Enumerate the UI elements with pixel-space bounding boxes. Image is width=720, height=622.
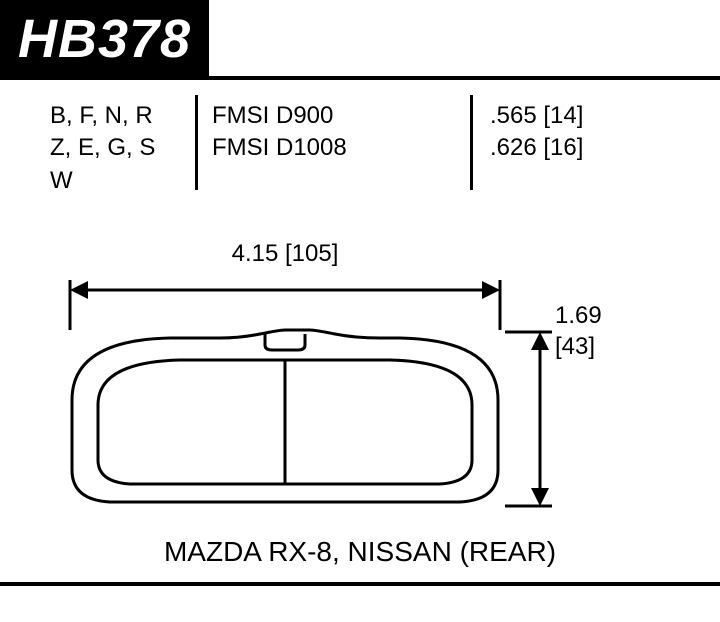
width-arrow <box>70 280 500 330</box>
application-label: MAZDA RX-8, NISSAN (REAR) <box>0 536 720 568</box>
fmsi-line: FMSI D1008 <box>212 132 347 164</box>
bottom-divider <box>0 582 720 586</box>
vertical-divider <box>195 95 198 190</box>
fmsi-line: FMSI D900 <box>212 100 347 132</box>
vertical-divider <box>470 95 473 190</box>
thickness-line: .626 [16] <box>490 132 583 164</box>
width-dimension: 4.15 [105] <box>70 240 500 274</box>
brake-pad-shape <box>72 330 498 502</box>
thickness-values: .565 [14] .626 [16] <box>490 100 583 165</box>
compounds-line: Z, E, G, S <box>50 132 200 164</box>
part-number: HB378 <box>18 9 191 69</box>
compounds-line: B, F, N, R <box>50 100 200 132</box>
height-dimension: 1.69 [43] <box>555 300 715 362</box>
height-value: 1.69 <box>555 300 715 331</box>
top-divider <box>0 76 720 80</box>
compounds-line: W <box>50 165 200 197</box>
fmsi-codes: FMSI D900 FMSI D1008 <box>212 100 347 165</box>
thickness-line: .565 [14] <box>490 100 583 132</box>
part-number-header: HB378 <box>0 0 209 78</box>
height-arrow <box>505 332 552 506</box>
height-value-mm: [43] <box>555 331 715 362</box>
compound-codes: B, F, N, R Z, E, G, S W <box>50 100 200 197</box>
width-value: 4.15 [105] <box>70 240 500 268</box>
brake-pad-diagram <box>60 270 580 530</box>
